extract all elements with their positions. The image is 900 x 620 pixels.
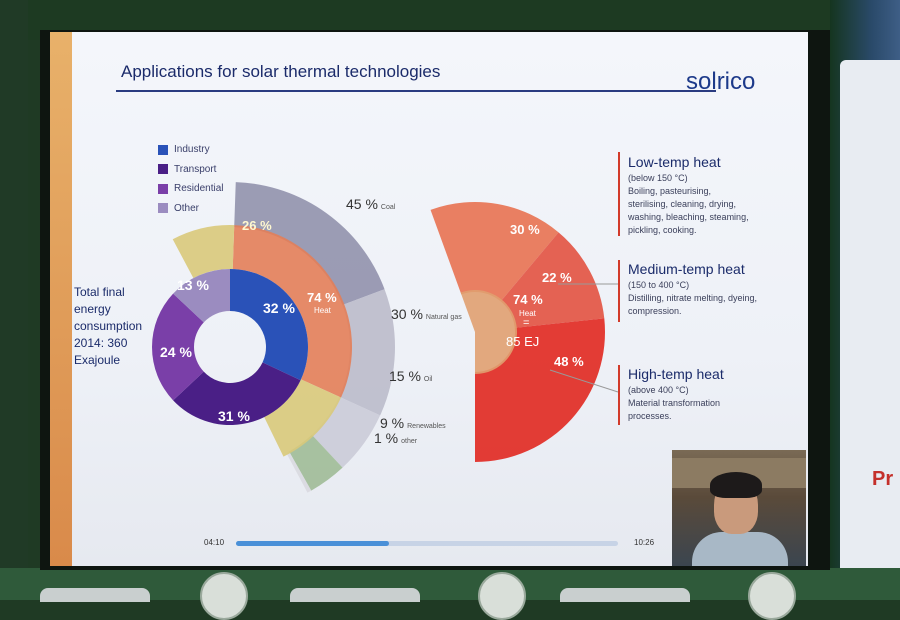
legend-item-transport: Transport — [158, 160, 223, 180]
industry-heat-caption: Heat — [314, 306, 331, 315]
heat-center-equals: = — [523, 317, 530, 329]
low-temp-details: (below 150 °C) Boiling, pasteurising, ster… — [628, 173, 749, 235]
fuel-sector-coal — [234, 182, 385, 305]
speaker-shirt — [692, 532, 788, 566]
legend-item-residential: Residential — [158, 179, 223, 199]
brand-logo: solrico — [686, 68, 756, 95]
heat-center-total: 85 EJ — [506, 334, 540, 349]
right-banner — [840, 60, 900, 580]
low-temp-title: Low-temp heat — [628, 154, 721, 170]
fuel-label-oil: 15 % Oil — [389, 368, 433, 384]
high-temp-details: (above 400 °C) Material transformation pro… — [628, 385, 721, 421]
ring-sector-residential — [152, 293, 204, 401]
heat-sector-medium-temp — [500, 232, 605, 328]
ring-label-industry: 32 % — [263, 300, 295, 316]
high-temp-marker — [618, 365, 620, 425]
fuel-sector-natural-gas — [339, 289, 395, 416]
chart-graphics — [152, 182, 619, 493]
slide-title: Applications for solar thermal technolog… — [121, 62, 441, 81]
chart-legend: Industry Transport Residential Other — [158, 140, 223, 218]
low-temp-marker — [618, 152, 620, 236]
industry-heat-label: 74 % — [307, 290, 337, 305]
heat-high-pct: 48 % — [554, 354, 584, 369]
high-temp-title: High-temp heat — [628, 366, 724, 382]
industry-other-label: 26 % — [242, 218, 272, 233]
fuel-label-other: 1 % other — [374, 430, 418, 446]
legend-item-other: Other — [158, 199, 223, 219]
slide-accent-strip — [50, 32, 72, 566]
legend-swatch — [158, 164, 168, 175]
medium-temp-title: Medium-temp heat — [628, 261, 745, 277]
legend-label: Transport — [174, 163, 217, 175]
fuel-label-natural-gas: 30 % Natural gas — [391, 306, 462, 322]
legend-label: Industry — [174, 144, 210, 156]
emblem-seal — [748, 572, 796, 620]
left-wall — [0, 0, 28, 600]
total-consumption-label: Total final energy consumption 2014: 360 Exa… — [74, 285, 143, 367]
fuel-sector-oil — [311, 396, 381, 468]
legend-item-industry: Industry — [158, 140, 223, 160]
legend-swatch — [158, 144, 168, 155]
legend-swatch — [158, 183, 168, 194]
fuel-sector-renewables — [289, 434, 343, 491]
video-progress-bar[interactable] — [236, 541, 618, 546]
projection-screen: Applications for solar thermal technolog… — [40, 30, 830, 570]
industry-split-other — [172, 225, 235, 279]
heat-center-core — [460, 290, 517, 374]
heat-sector-low-temp — [430, 201, 559, 302]
ring-label-transport: 31 % — [218, 408, 250, 424]
fuel-label-renewables: 9 % Renewables — [380, 415, 446, 431]
title-underline — [116, 90, 716, 92]
legend-label: Other — [174, 202, 200, 214]
chair — [290, 588, 420, 602]
heat-sector-high-temp — [475, 318, 605, 462]
speaker-video-overlay — [672, 450, 806, 566]
industry-split-heat — [232, 225, 352, 398]
medium-temp-marker — [618, 260, 620, 322]
ring-sector-industry — [230, 269, 308, 381]
total-time: 10:26 — [634, 538, 655, 547]
chair — [560, 588, 690, 602]
banner-text: Pr — [872, 468, 894, 490]
emblem-seal — [478, 572, 526, 620]
ring-sector-transport — [173, 362, 301, 425]
legend-swatch — [158, 203, 168, 214]
ring-sector-other — [173, 269, 230, 323]
chair — [40, 588, 150, 602]
heat-center-label: Heat — [519, 309, 536, 318]
heat-low-pct: 30 % — [510, 222, 540, 237]
speaker-hair — [710, 472, 762, 498]
presentation-slide: Applications for solar thermal technolog… — [50, 32, 808, 566]
fuel-sector-other — [286, 451, 312, 493]
fuel-label-coal: 45 % Coal — [346, 196, 396, 212]
progress-fill — [236, 541, 389, 546]
guide-line-1 — [549, 369, 619, 393]
ring-label-residential: 24 % — [160, 344, 192, 360]
heat-center-pct: 74 % — [513, 292, 543, 307]
industry-split-other — [264, 379, 342, 457]
heat-medium-pct: 22 % — [542, 270, 572, 285]
medium-temp-details: (150 to 400 °C) Distilling, nitrate melti… — [628, 280, 758, 316]
ring-label-other: 13 % — [177, 277, 209, 293]
elapsed-time: 04:10 — [204, 538, 225, 547]
legend-label: Residential — [174, 183, 224, 195]
emblem-seal — [200, 572, 248, 620]
